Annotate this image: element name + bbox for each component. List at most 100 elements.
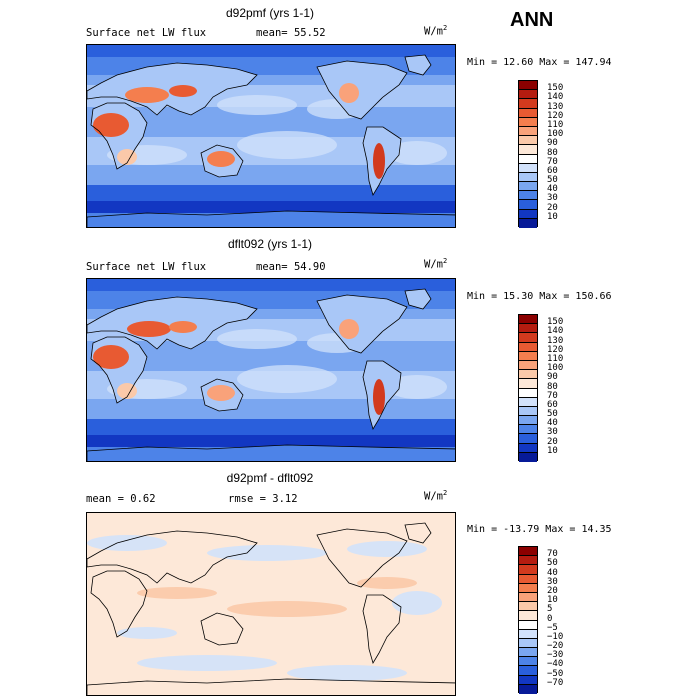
colorbar-level-label: 70 — [547, 390, 558, 401]
colorbar-level-label: 30 — [547, 427, 558, 438]
panel-1-title: d92pmf (yrs 1-1) — [225, 6, 315, 20]
colorbar-swatch — [519, 324, 537, 334]
colorbar-swatch — [519, 370, 537, 380]
colorbar-level-label: 20 — [547, 436, 558, 447]
colorbar-swatch — [519, 333, 537, 343]
colorbar-level-label: 150 — [547, 83, 564, 94]
map-canvas — [87, 513, 455, 695]
colorbar-level-label: 120 — [547, 344, 564, 355]
panel-3-title: d92pmf - dflt092 — [226, 471, 314, 485]
colorbar-swatch — [519, 666, 537, 676]
colorbar-level-label: 40 — [547, 567, 558, 578]
map-canvas — [87, 45, 455, 227]
colorbar-level-label: 140 — [547, 326, 564, 337]
colorbar-swatch — [519, 452, 537, 462]
colorbar-level-label: −5 — [547, 622, 558, 633]
panel-2-title: dflt092 (yrs 1-1) — [227, 237, 313, 251]
colorbar-level-label: 40 — [547, 418, 558, 429]
colorbar-swatch — [519, 556, 537, 566]
colorbar-level-label: −50 — [547, 668, 564, 679]
colorbar-swatch — [519, 351, 537, 361]
colorbar-level-label: 100 — [547, 129, 564, 140]
panel-1-mean: mean= 55.52 — [256, 27, 326, 39]
colorbar-level-label: −30 — [547, 650, 564, 661]
panel-1-colorbar — [518, 80, 538, 228]
colorbar-level-label: 20 — [547, 202, 558, 213]
panel-2-units: W/m2 — [424, 257, 448, 271]
colorbar-level-label: 130 — [547, 335, 564, 346]
colorbar-swatch — [519, 602, 537, 612]
colorbar-level-label: 60 — [547, 165, 558, 176]
colorbar-swatch — [519, 209, 537, 219]
panel-3-minmax: Min = -13.79 Max = 14.35 — [467, 524, 612, 535]
colorbar-level-label: 30 — [547, 576, 558, 587]
colorbar-swatch — [519, 342, 537, 352]
colorbar-swatch — [519, 406, 537, 417]
panel-2-map — [86, 278, 456, 462]
colorbar-level-label: 10 — [547, 445, 558, 456]
colorbar-level-label: 10 — [547, 595, 558, 606]
colorbar-swatch — [519, 315, 537, 325]
panel-1-map — [86, 44, 456, 228]
colorbar-swatch — [519, 574, 537, 584]
colorbar-swatch — [519, 200, 537, 210]
panel-1-units: W/m2 — [424, 24, 448, 38]
colorbar-swatch — [519, 90, 537, 100]
colorbar-level-label: 120 — [547, 110, 564, 121]
panel-1-minmax: Min = 12.60 Max = 147.94 — [467, 57, 612, 68]
colorbar-swatch — [519, 657, 537, 667]
colorbar-swatch — [519, 565, 537, 575]
panel-2-colorbar-labels: 150 140 130 120 110 100 90 80 70 60 50 40 30 20 10 — [547, 314, 587, 461]
panel-2-mean: mean= 54.90 — [256, 261, 326, 273]
colorbar-level-label: 50 — [547, 175, 558, 186]
colorbar-level-label: 50 — [547, 409, 558, 420]
panel-3-colorbar — [518, 546, 538, 694]
colorbar-swatch — [519, 182, 537, 192]
colorbar-level-label: 100 — [547, 363, 564, 374]
colorbar-level-label: 60 — [547, 399, 558, 410]
panel-3-units: W/m2 — [424, 489, 448, 503]
colorbar-swatch — [519, 547, 537, 557]
colorbar-level-label: 70 — [547, 156, 558, 167]
colorbar-swatch — [519, 81, 537, 91]
colorbar-swatch — [519, 434, 537, 444]
colorbar-level-label: 110 — [547, 119, 564, 130]
colorbar-level-label: −70 — [547, 677, 564, 688]
colorbar-swatch — [519, 379, 537, 389]
colorbar-swatch — [519, 145, 537, 155]
colorbar-swatch — [519, 191, 537, 201]
colorbar-swatch — [519, 583, 537, 593]
colorbar-level-label: 40 — [547, 184, 558, 195]
colorbar-level-label: 90 — [547, 372, 558, 383]
colorbar-swatch — [519, 126, 537, 137]
panel-3-mean: mean = 0.62 — [86, 493, 156, 505]
panel-1-colorbar-labels: 150 140 130 120 110 100 90 80 70 60 50 40 30 20 10 — [547, 80, 587, 227]
colorbar-swatch — [519, 425, 537, 435]
colorbar-swatch — [519, 629, 537, 639]
colorbar-swatch — [519, 218, 537, 228]
colorbar-swatch — [519, 620, 537, 630]
colorbar-level-label: 130 — [547, 101, 564, 112]
colorbar-swatch — [519, 108, 537, 118]
colorbar-swatch — [519, 648, 537, 658]
colorbar-swatch — [519, 117, 537, 127]
panel-3-rmse: rmse = 3.12 — [228, 493, 298, 505]
colorbar-swatch — [519, 397, 537, 407]
colorbar-level-label: 90 — [547, 138, 558, 149]
colorbar-swatch — [519, 154, 537, 164]
colorbar-level-label: 50 — [547, 558, 558, 569]
season-label: ANN — [510, 9, 554, 31]
panel-2-variable-label: Surface net LW flux — [86, 261, 207, 273]
panel-1-variable-label: Surface net LW flux — [86, 27, 207, 39]
colorbar-swatch — [519, 416, 537, 426]
colorbar-level-label: 70 — [547, 549, 558, 560]
colorbar-swatch — [519, 592, 537, 603]
colorbar-level-label: 10 — [547, 211, 558, 222]
colorbar-swatch — [519, 172, 537, 183]
map-canvas — [87, 279, 455, 461]
colorbar-swatch — [519, 99, 537, 109]
colorbar-swatch — [519, 611, 537, 621]
colorbar-level-label: −10 — [547, 631, 564, 642]
colorbar-swatch — [519, 675, 537, 685]
colorbar-level-label: −20 — [547, 641, 564, 652]
